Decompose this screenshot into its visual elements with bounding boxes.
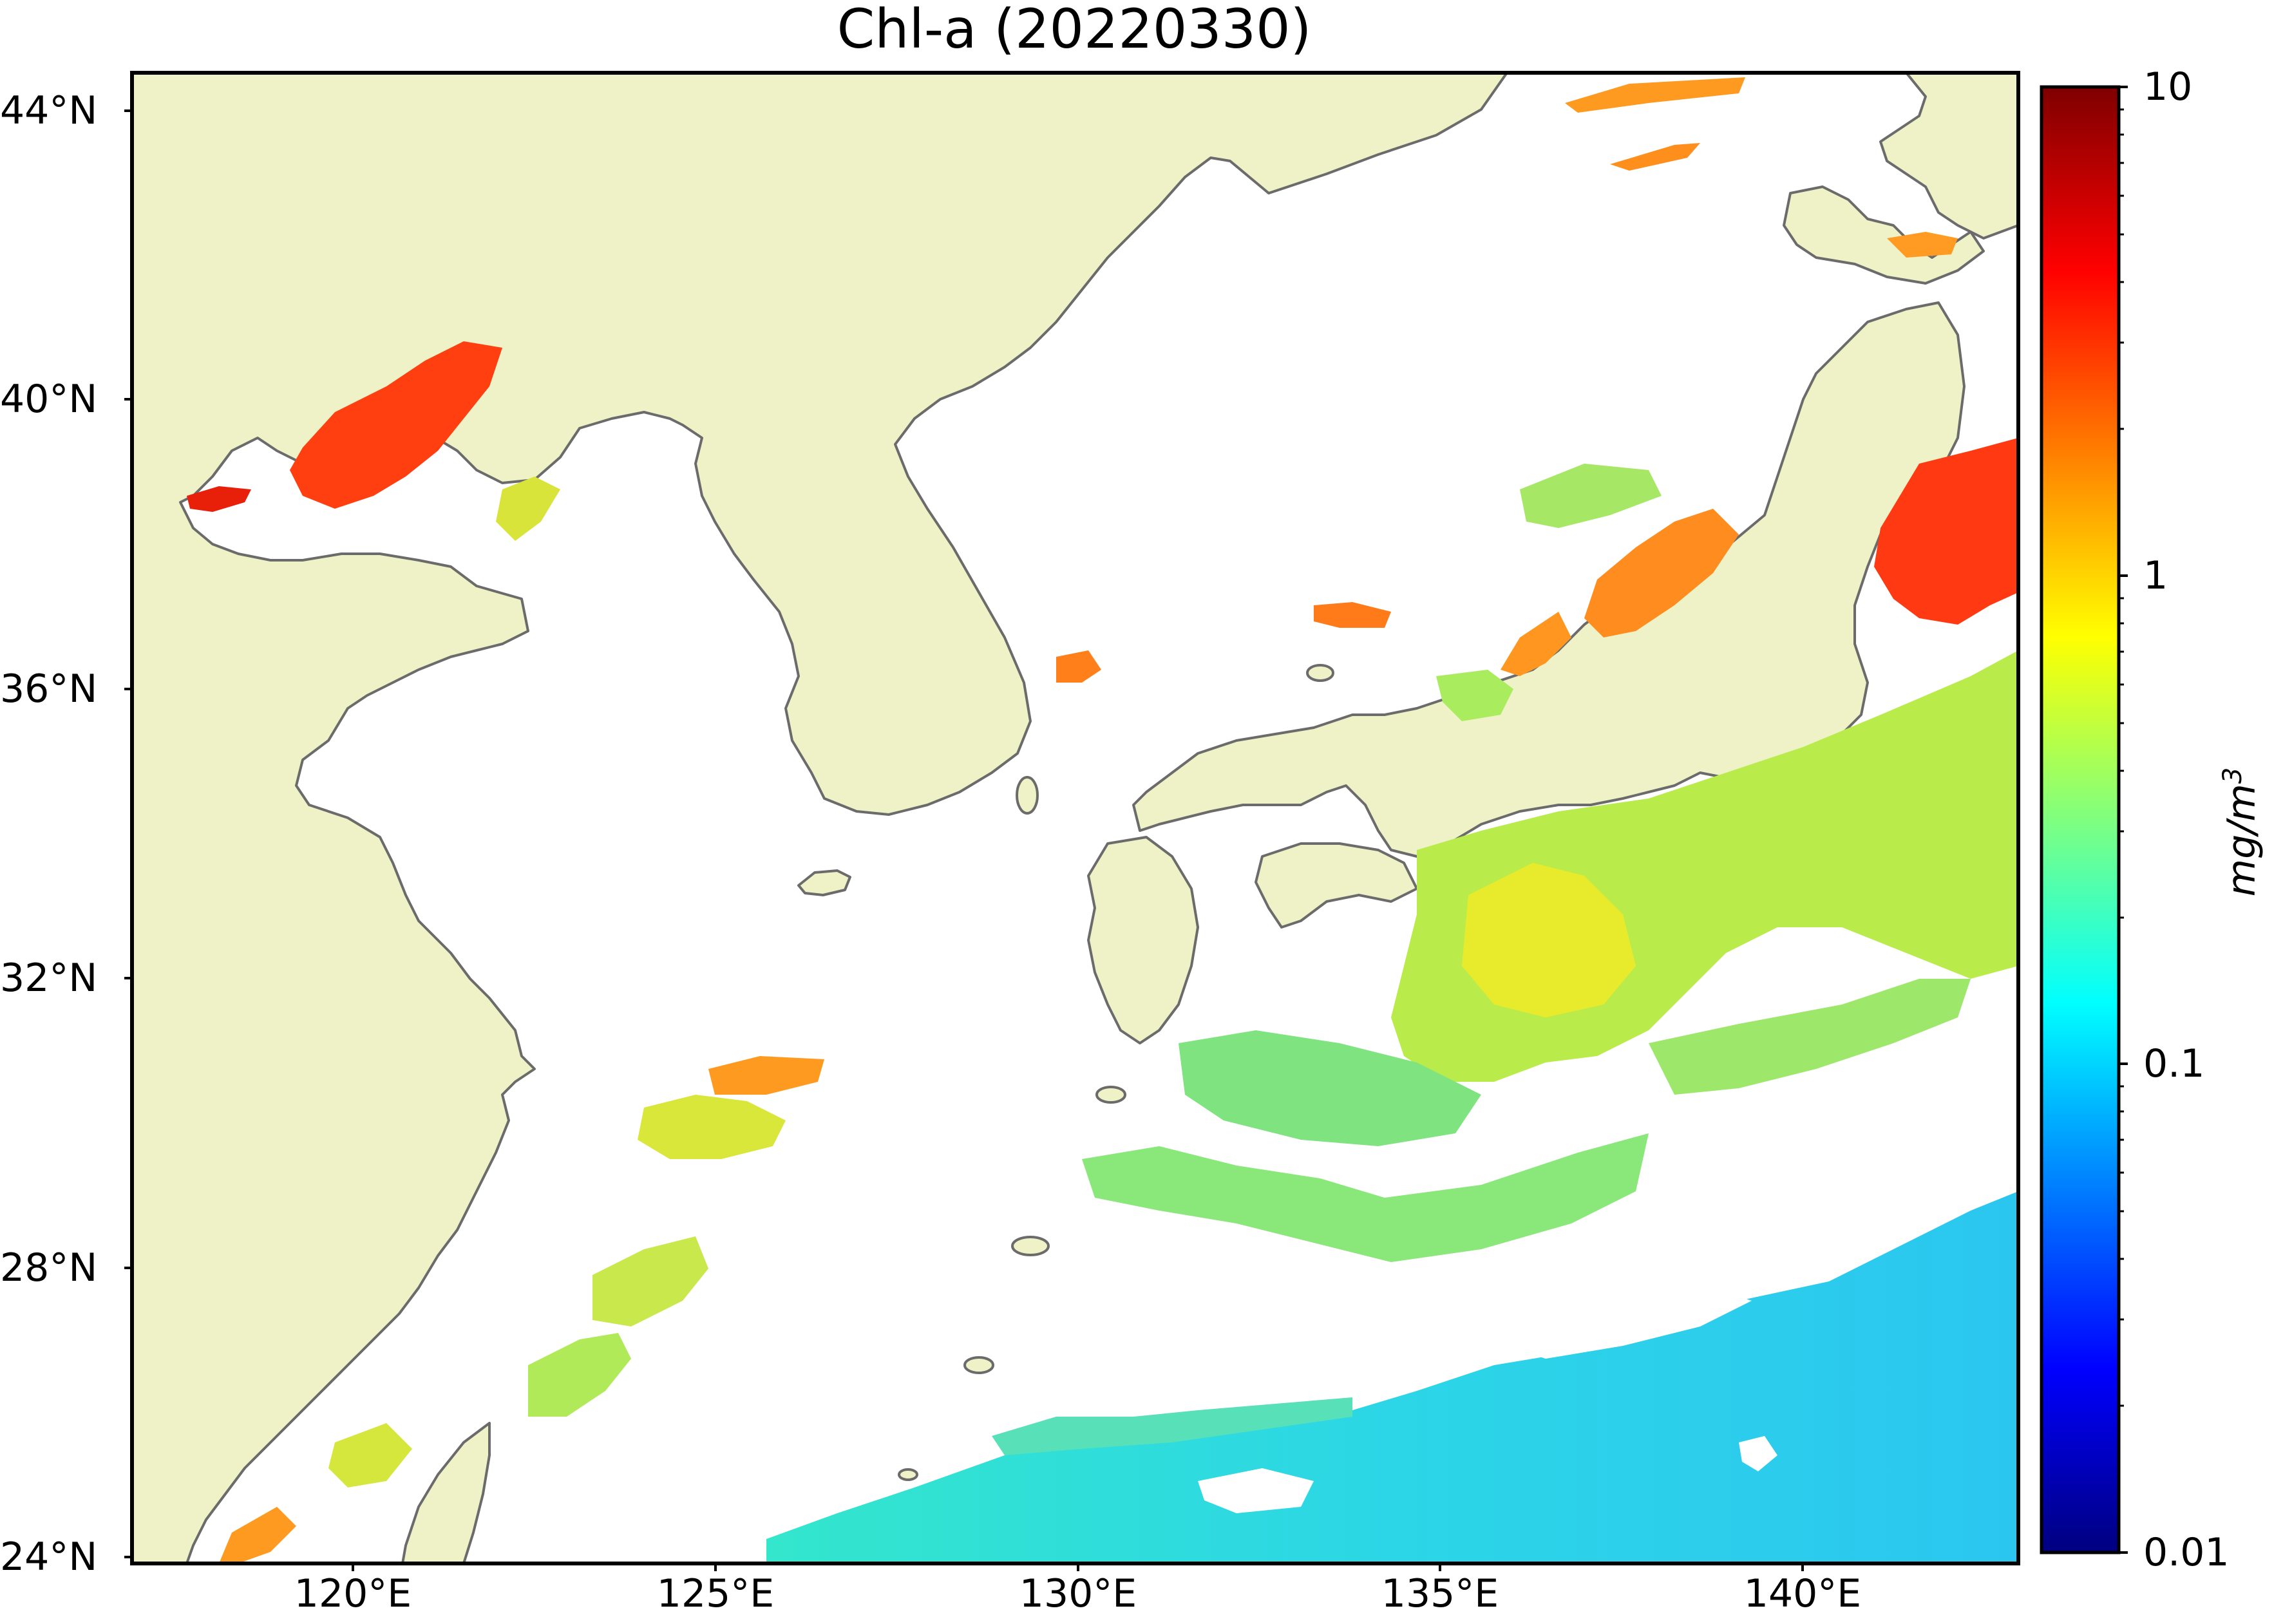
yellow-sea-patch-1 <box>496 477 560 541</box>
lon-label-140: 140°E <box>1743 1571 1862 1616</box>
lat-label-36: 36°N <box>0 666 98 712</box>
lat-label-28: 28°N <box>0 1245 98 1290</box>
east-china-sea-yellow-1 <box>638 1095 786 1159</box>
hokkaido-patch-3 <box>1887 232 1958 258</box>
shikoku <box>1255 842 1418 929</box>
colorbar-label-0-01: 0.01 <box>2143 1530 2230 1575</box>
lat-label-44: 44°N <box>0 88 98 133</box>
map-area <box>132 73 2018 1563</box>
east-china-sea-yellow-2 <box>592 1236 708 1327</box>
kyushu <box>1087 836 1199 1044</box>
open-ocean-south <box>766 1191 2018 1563</box>
lat-ticks <box>124 109 132 1558</box>
wakasa-orange-patch <box>1501 612 1571 676</box>
lat-label-24: 24°N <box>0 1534 98 1580</box>
bohai-west-patch <box>187 486 251 512</box>
taiwan <box>401 1422 491 1563</box>
korea-strait-patch <box>1056 650 1101 683</box>
wakasa-green <box>1436 670 1513 721</box>
bohai-patch <box>290 341 502 509</box>
hokkaido-patch-2 <box>1610 143 1700 171</box>
jeju <box>797 869 851 896</box>
asia-mainland <box>132 73 1508 1563</box>
taiwan-strait-yellow <box>328 1423 412 1487</box>
unit-exponent: 3 <box>2218 767 2248 784</box>
unit-base: mg/m <box>2219 784 2264 897</box>
lat-label-32: 32°N <box>0 956 98 1001</box>
taiwan-strait-orange <box>219 1507 296 1563</box>
colorbar-major-ticks <box>2119 86 2128 1554</box>
east-china-sea-green-3 <box>528 1333 631 1417</box>
open-ocean-gap-1 <box>1739 1436 1777 1471</box>
oki-patch <box>1314 602 1391 628</box>
green-band-east <box>1649 979 1971 1095</box>
open-ocean-gap-2 <box>1198 1468 1314 1513</box>
lon-label-135: 135°E <box>1381 1571 1499 1616</box>
shikoku-south-yellow <box>1462 863 1636 1017</box>
cloud-gaps <box>1507 1288 1752 1359</box>
colorbar-label-10: 10 <box>2143 64 2193 109</box>
chlorophyll-patches <box>187 77 2018 1563</box>
sea-of-japan-green <box>1520 464 1662 528</box>
lat-label-40: 40°N <box>0 377 98 422</box>
central-green-band <box>1082 1133 1649 1262</box>
map-frame <box>130 71 2020 1565</box>
map-title: Chl-a (20220330) <box>837 0 1312 61</box>
hokkaido-patch-1 <box>1565 77 1745 113</box>
lon-ticks <box>352 1563 1804 1571</box>
colorbar-unit-label: mg/m3 <box>2218 768 2264 897</box>
kyushu-south-green <box>1179 1030 1481 1146</box>
lon-label-125: 125°E <box>656 1571 775 1616</box>
colorbar-minor-ticks <box>2119 108 2124 1407</box>
lon-label-120: 120°E <box>294 1571 412 1616</box>
tohoku-red-patch <box>1874 438 2018 625</box>
colorbar <box>2040 85 2121 1554</box>
hokkaido-south <box>1783 185 1985 285</box>
noto-orange-patch <box>1584 509 1739 637</box>
colorbar-label-0-1: 0.1 <box>2143 1041 2205 1086</box>
lon-label-130: 130°E <box>1019 1571 1137 1616</box>
east-china-sea-orange <box>708 1056 824 1095</box>
hokkaido-sakhalin <box>1879 73 2018 240</box>
pacific-cyan-band <box>992 1397 1352 1455</box>
land-layer <box>132 73 2018 1563</box>
colorbar-label-1: 1 <box>2143 553 2168 598</box>
